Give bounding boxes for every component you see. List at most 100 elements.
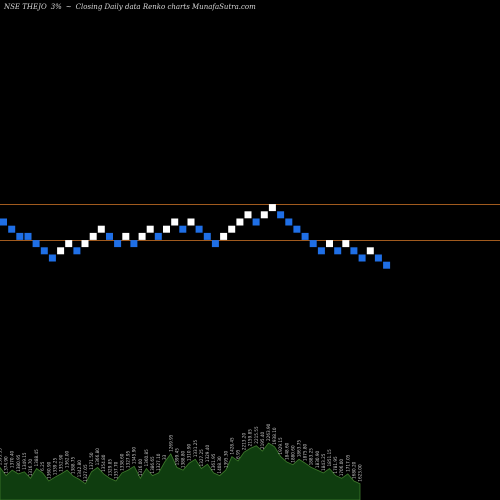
renko-brick (97, 225, 105, 233)
renko-brick (342, 240, 350, 248)
renko-brick (106, 232, 113, 240)
volume-label: 1938.10 (272, 427, 277, 445)
renko-brick (268, 204, 276, 212)
volume-label: 2213.20 (242, 433, 247, 451)
renko-brick (171, 218, 179, 226)
renko-brick (211, 240, 219, 248)
volume-label: 1331.25 (193, 440, 198, 458)
renko-brick (130, 240, 138, 248)
volume-label: 1875.80 (303, 443, 308, 461)
volume-label: 1371.50 (89, 452, 94, 470)
volume-label: 1386.65 (150, 456, 155, 474)
volume-label: 1408.30 (217, 456, 222, 474)
renko-brick (228, 225, 236, 233)
volume-label: 1329.40 (205, 445, 210, 463)
renko-brick (244, 211, 252, 219)
renko-brick (220, 232, 228, 240)
renko-brick (179, 225, 187, 233)
renko-brick (260, 211, 268, 219)
volume-label: 1327.95 (126, 450, 131, 468)
volume-label: 1399.45 (174, 448, 179, 466)
volume-label: 1269.95 (168, 434, 173, 452)
renko-brick (293, 225, 301, 233)
volume-label: 1329.85 (107, 459, 112, 477)
volume-label: 1388.45 (34, 449, 39, 467)
arrow-label: ~ (65, 3, 72, 11)
renko-brick (187, 218, 195, 226)
renko-brick (277, 211, 285, 219)
chart-header: NSE THEJO 3% ~ Closing Daily data Renko cha… (4, 3, 260, 11)
volume-label: 1327.10 (156, 453, 161, 471)
renko-brick (24, 232, 32, 240)
volume-label: 2215.55 (254, 426, 259, 444)
volume-label: 1863.75 (297, 440, 302, 458)
renko-brick (146, 225, 154, 233)
renko-brick (195, 225, 203, 233)
volume-label: 1848.60 (284, 442, 289, 460)
volume-label: 1345.90 (132, 447, 137, 465)
volume-label: 2159.85 (248, 429, 253, 447)
brick-size-label: 3% (50, 3, 62, 11)
volume-label: 1717.05 (345, 454, 350, 472)
renko-brick (285, 218, 293, 226)
renko-brick (366, 247, 374, 255)
volume-label: 1395.30 (223, 450, 228, 468)
renko-brick (65, 240, 73, 248)
volume-label: 1883.25 (309, 448, 314, 466)
volume-label: 1360.85 (144, 449, 149, 467)
volume-label: 33 (162, 454, 167, 460)
volume-label: 1370.40 (10, 450, 15, 468)
renko-brick (40, 247, 48, 255)
volume-label: 1361.95 (211, 453, 216, 471)
volume-label: 6.25 (40, 461, 45, 471)
volume-label: 1380.95 (16, 454, 21, 472)
renko-brick (301, 232, 309, 240)
renko-brick (317, 247, 325, 255)
volume-label: 2263.90 (266, 423, 271, 441)
renko-brick (358, 254, 366, 262)
volume-label: 1623.00 (358, 464, 363, 482)
volume-label: 1316.00 (138, 459, 143, 477)
volume-label: 1851.15 (327, 449, 332, 467)
volume-label: 1316.70 (28, 459, 33, 477)
renko-brick (236, 218, 244, 226)
volume-label: 1830.90 (315, 450, 320, 468)
renko-brick (163, 225, 170, 233)
volume-label: 1388.75 (71, 456, 76, 474)
volume-label: 1680.20 (351, 461, 356, 479)
volume-label: 1880.60 (290, 445, 295, 463)
renko-brick (57, 247, 65, 255)
volume-label: 2195.40 (260, 431, 265, 449)
renko-brick (252, 218, 260, 226)
volume-label: 1781.95 (333, 456, 338, 474)
renko-brick (73, 247, 81, 255)
volume-label: 1354.80 (101, 454, 106, 472)
volume-label: 1357.70 (113, 461, 118, 479)
renko-brick (326, 240, 333, 248)
volume-label: 1310.90 (187, 443, 192, 461)
renko-brick (154, 232, 162, 240)
volume-label: 1349.15 (22, 452, 27, 470)
renko-brick (350, 247, 358, 255)
volume-area (0, 442, 361, 500)
volume-label: 1366.80 (95, 448, 100, 466)
renko-brick (0, 218, 7, 226)
renko-brick (114, 240, 122, 248)
renko-brick (334, 247, 342, 255)
volume-label: 1360.90 (46, 461, 51, 479)
volume-label: 1929.15 (278, 437, 283, 455)
chart-description: Closing Daily data Renko charts MunafaSu… (75, 3, 256, 11)
renko-brick (81, 240, 89, 248)
volume-label: 1374.90 (4, 456, 9, 474)
renko-brick (203, 232, 211, 240)
volume-label: 1342.80 (77, 460, 82, 478)
volume-label: 1428.45 (229, 437, 234, 455)
volume-label: 1362.00 (65, 450, 70, 468)
volume-label: 1352.90 (59, 454, 64, 472)
renko-brick (138, 232, 146, 240)
renko-brick (16, 232, 24, 240)
volume-label: 1327.05 (83, 464, 88, 482)
symbol-label: NSE THEJO (4, 3, 47, 11)
renko-brick (48, 254, 56, 262)
renko-brick (32, 240, 40, 248)
